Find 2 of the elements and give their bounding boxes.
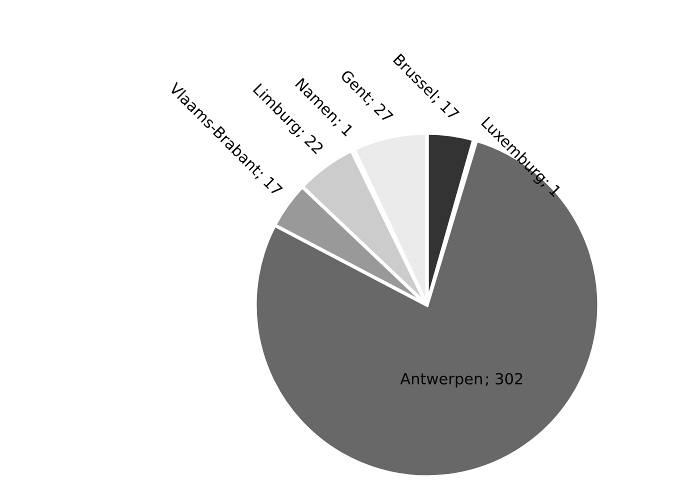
slice-label: Antwerpen [400,373,482,388]
data-label: ; 302 [486,372,522,386]
